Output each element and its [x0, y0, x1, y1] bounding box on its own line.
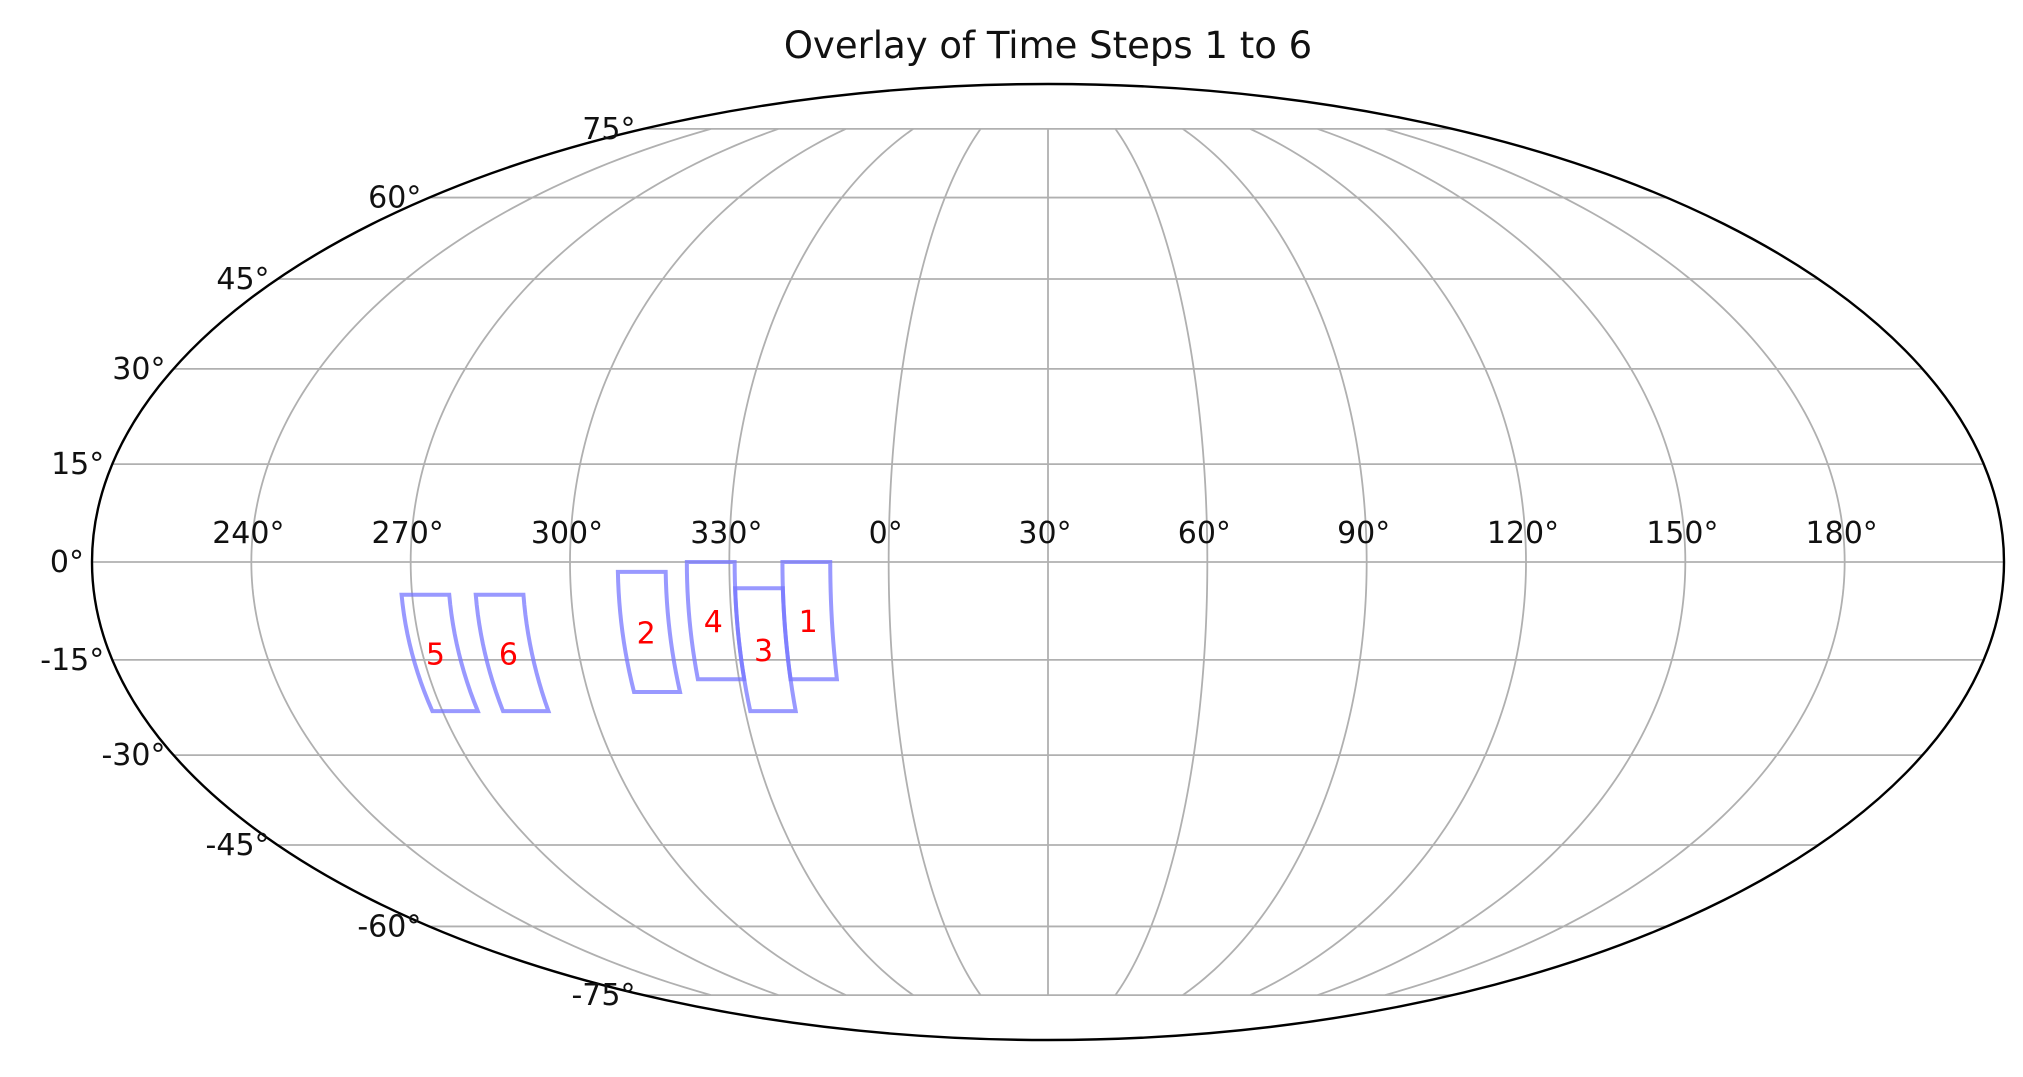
time-step-regions: 1 2 34 5 6 — [399, 560, 840, 714]
longitude-tick-label: 120° — [1487, 516, 1559, 551]
longitude-tick-label: 150° — [1646, 516, 1718, 551]
region-label-6: 6 — [499, 637, 518, 672]
longitude-tick-label: 60° — [1178, 516, 1231, 551]
latitude-tick-label: -30° — [101, 738, 165, 773]
longitude-tick-label: 90° — [1337, 516, 1390, 551]
longitude-tick-label: 270° — [372, 516, 444, 551]
latitude-tick-label: 45° — [216, 262, 269, 297]
map-outline — [90, 82, 2006, 1042]
longitude-tick-label: 240° — [212, 516, 284, 551]
longitude-tick-label: 330° — [690, 516, 762, 551]
region-outline-2 — [615, 569, 683, 695]
latitude-tick-label: 0° — [50, 545, 84, 580]
region-outline-5 — [399, 592, 481, 714]
region-outline-4 — [684, 560, 747, 682]
graticule — [92, 128, 2004, 996]
region-label-3: 3 — [754, 634, 773, 669]
region-label-4: 4 — [704, 605, 723, 640]
longitude-tick-label: 30° — [1018, 516, 1071, 551]
chart-title: Overlay of Time Steps 1 to 6 — [784, 24, 1312, 67]
region-label-2: 2 — [637, 616, 656, 651]
longitude-tick-label: 0° — [869, 516, 903, 551]
latitude-tick-label: 30° — [112, 352, 165, 387]
latitude-tick-label: 15° — [51, 447, 104, 482]
longitude-tick-label: 300° — [531, 516, 603, 551]
region-label-5: 5 — [426, 637, 445, 672]
latitude-ticks: 75° 60° 45° 30° 15° 0° -15° -30° -45° -60° -75° — [40, 112, 635, 1013]
map-frame — [90, 82, 2006, 1042]
latitude-tick-label: -15° — [40, 643, 104, 678]
region-label-1: 1 — [799, 605, 818, 640]
region-outline-6 — [473, 592, 552, 714]
latitude-tick-label: 60° — [368, 181, 421, 216]
longitude-tick-label: 180° — [1806, 516, 1878, 551]
latitude-tick-label: -60° — [357, 909, 421, 944]
latitude-tick-label: -75° — [571, 978, 635, 1013]
latitude-tick-label: 75° — [582, 112, 635, 147]
longitude-ticks: 240° 270° 300° 330° 0° 30° 60° 90° 120° 150° 180° — [212, 516, 1878, 551]
latitude-tick-label: -45° — [206, 828, 270, 863]
